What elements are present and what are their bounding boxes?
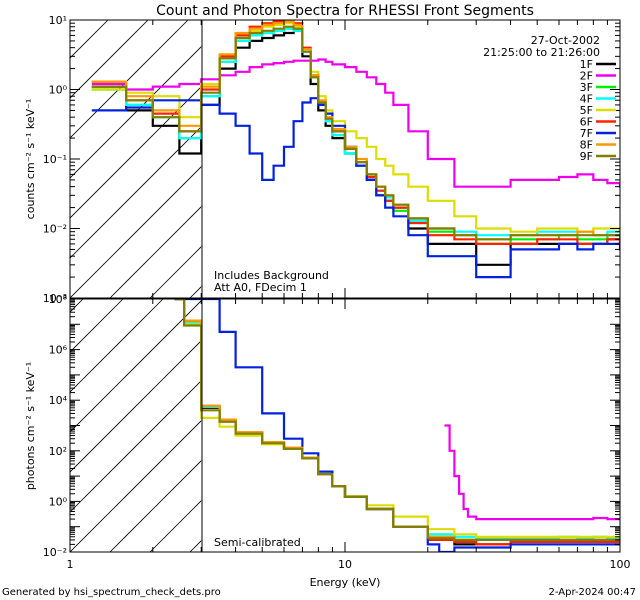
counts-hatch-line <box>149 246 202 298</box>
counts-y-tick-label: 10¹ <box>49 14 67 27</box>
legend-label-7F: 7F <box>580 127 593 140</box>
legend-label-1F: 1F <box>580 58 593 71</box>
photons-y-tick-label: 10⁰ <box>49 495 68 508</box>
counts-ticks: 10¹ 10⁰ 10⁻¹ 10⁻² 10⁻³ <box>43 14 621 305</box>
legend-label-6F: 6F <box>580 116 593 129</box>
photons-hatch-line <box>109 460 202 552</box>
photons-x-tick-label: 1 <box>67 558 74 571</box>
photons-y-tick-label: 10⁶ <box>49 344 68 357</box>
photons-hatch-line <box>149 500 202 552</box>
counts-hatch-line <box>70 20 189 139</box>
photons-x-tick-label: 100 <box>610 558 631 571</box>
counts-series-7F <box>91 97 620 279</box>
photons-hatch-line <box>70 299 164 393</box>
counts-hatch-line <box>109 206 202 298</box>
photons-x-tick-label: 10 <box>338 558 352 571</box>
photons-series-group <box>174 299 620 552</box>
legend-label-3F: 3F <box>580 81 593 94</box>
legend-label-2F: 2F <box>580 70 593 83</box>
counts-annotation-background: Includes Background <box>214 269 329 282</box>
counts-hatch-line <box>70 166 202 298</box>
counts-y-tick-label: 10⁻² <box>43 223 67 236</box>
photons-series-9F <box>174 299 620 541</box>
photons-hatch-line <box>70 299 124 353</box>
figure-title: Count and Photon Spectra for RHESSI Fron… <box>156 3 534 19</box>
legend-label-4F: 4F <box>580 93 593 106</box>
counts-panel: 10¹ 10⁰ 10⁻¹ 10⁻² 10⁻³ counts cm⁻² s⁻¹ keV⁻¹… <box>24 14 621 305</box>
photons-y-tick-label: 10² <box>49 445 67 458</box>
photons-hatch-line <box>70 420 202 552</box>
counts-series-9F <box>91 25 620 241</box>
counts-series-group <box>91 20 620 279</box>
footer-generator: Generated by hsi_spectrum_check_dets.pro <box>2 587 221 598</box>
photons-y-tick-label: 10⁻² <box>43 546 67 559</box>
photons-y-tick-label: 10⁸ <box>49 293 68 306</box>
counts-hatch-line <box>70 126 202 259</box>
counts-hatch-line <box>70 46 202 179</box>
photons-ticks: 10⁸ 10⁶ 10⁴ 10² 10⁰ 10⁻²1 10 100 <box>43 293 631 571</box>
legend-label-8F: 8F <box>580 139 593 152</box>
photons-y-tick-label: 10⁴ <box>49 394 68 407</box>
counts-series-2F <box>91 58 620 188</box>
time-range-label: 21:25:00 to 21:26:00 <box>483 46 600 59</box>
counts-y-tick-label: 10⁰ <box>49 84 68 97</box>
counts-hatch-line <box>70 20 149 99</box>
counts-y-tick-label: 10⁻¹ <box>43 153 67 166</box>
legend-label-9F: 9F <box>580 150 593 163</box>
counts-ylabel: counts cm⁻² s⁻¹ keV⁻¹ <box>24 99 37 220</box>
counts-hatch-line <box>70 86 202 219</box>
photons-annotation: Semi-calibrated <box>214 536 301 549</box>
photons-ylabel: photons cm⁻² s⁻¹ keV⁻¹ <box>24 362 37 490</box>
photons-panel: 10⁸ 10⁶ 10⁴ 10² 10⁰ 10⁻²1 10 100 photons cm⁻² s… <box>24 293 631 571</box>
x-axis-label: Energy (keV) <box>310 576 381 589</box>
counts-hatch-region <box>70 20 202 298</box>
legend-label-5F: 5F <box>580 104 593 117</box>
date-label: 27-Oct-2002 <box>531 34 600 47</box>
photons-hatch-line <box>70 380 202 513</box>
counts-annotation-attenuator: Att A0, FDecim 1 <box>214 281 307 294</box>
footer-timestamp: 2-Apr-2024 00:47 <box>549 587 636 598</box>
photons-series-2F <box>444 424 620 521</box>
counts-y-tick-label: 10⁻³ <box>43 292 67 305</box>
